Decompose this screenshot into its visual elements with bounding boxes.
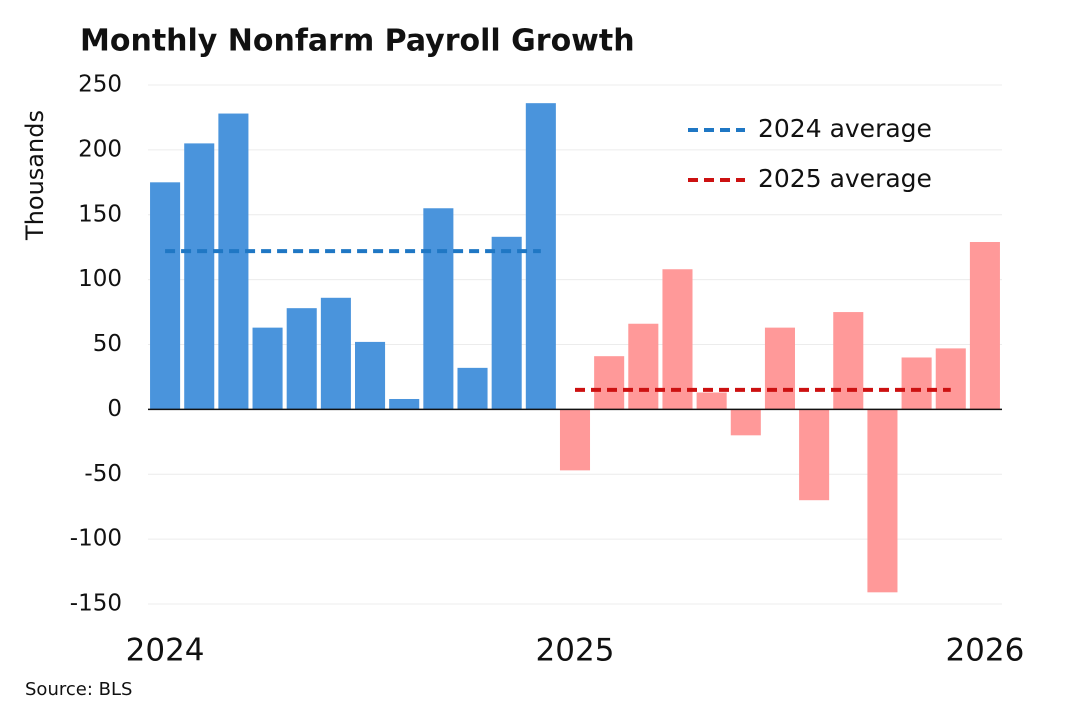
bar [150, 182, 181, 410]
y-tick-label: -150 [70, 591, 122, 617]
bar [935, 348, 966, 410]
bar [355, 341, 386, 410]
source: Source: BLS [25, 679, 132, 700]
bar [628, 323, 659, 410]
y-tick-label: 200 [78, 136, 122, 162]
bar [423, 208, 454, 410]
y-tick-label: -100 [70, 526, 122, 552]
y-tick-label: 150 [78, 201, 122, 227]
x-tick-label: 2024 [126, 633, 205, 669]
y-axis-label: Thousands [21, 110, 49, 241]
bar [320, 297, 351, 410]
bar [833, 312, 864, 410]
bar [389, 398, 420, 410]
bar [969, 241, 1000, 410]
bar [901, 357, 932, 410]
legend-label: 2025 average [758, 164, 932, 193]
bar [491, 236, 522, 410]
legend-label: 2024 average [758, 114, 932, 143]
bar [457, 367, 488, 410]
bar [252, 327, 283, 410]
bar [594, 356, 625, 410]
bar [218, 113, 249, 410]
bar [764, 327, 795, 410]
y-tick-label: 250 [78, 72, 122, 98]
bar [525, 103, 556, 410]
y-tick-label: 0 [107, 396, 122, 422]
y-tick-label: -50 [84, 461, 122, 487]
y-tick-label: 100 [78, 266, 122, 292]
x-tick-label: 2026 [945, 633, 1024, 669]
bar [799, 409, 830, 501]
bar [184, 143, 215, 410]
bar [286, 308, 317, 410]
bar [867, 409, 898, 593]
x-tick-label: 2025 [536, 633, 615, 669]
y-tick-label: 50 [93, 331, 122, 357]
bar [730, 409, 761, 436]
chart-title: Monthly Nonfarm Payroll Growth [80, 24, 635, 59]
bar [559, 409, 591, 471]
bar [696, 392, 727, 410]
bar [662, 269, 693, 410]
